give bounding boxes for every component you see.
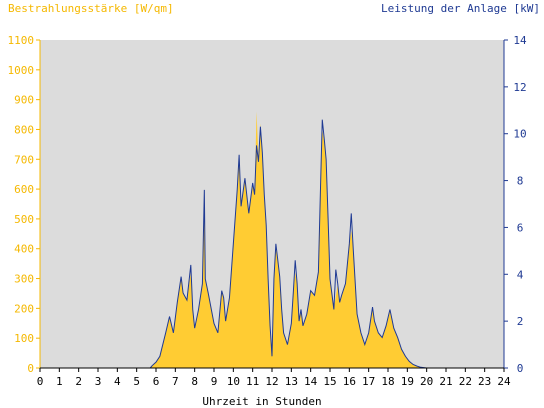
x-tick-label: 22 xyxy=(459,375,472,388)
x-tick-label: 21 xyxy=(439,375,452,388)
left-tick-label: 100 xyxy=(14,332,34,345)
left-tick-label: 500 xyxy=(14,213,34,226)
left-axis: 0 100 200 300 400 500 600 700 800 900 1000 1100 xyxy=(8,34,41,375)
x-tick-label: 24 xyxy=(497,375,511,388)
x-tick-label: 4 xyxy=(114,375,121,388)
x-tick-label: 5 xyxy=(133,375,140,388)
right-tick-label: 4 xyxy=(517,268,524,281)
x-tick-label: 9 xyxy=(211,375,218,388)
x-tick-label: 23 xyxy=(478,375,491,388)
x-tick-label: 15 xyxy=(323,375,336,388)
x-tick-label: 16 xyxy=(343,375,356,388)
right-axis: 0 2 4 6 8 10 12 14 xyxy=(503,34,527,375)
left-tick-label: 0 xyxy=(27,362,34,375)
x-axis: 0 1 2 3 4 5 6 7 8 9 10 11 12 13 14 15 16 17 18 19 20 21 22 23 24 xyxy=(37,367,511,388)
x-tick-label: 17 xyxy=(362,375,375,388)
x-tick-label: 19 xyxy=(401,375,414,388)
x-tick-label: 13 xyxy=(285,375,298,388)
left-tick-label: 900 xyxy=(14,94,34,107)
left-axis-title: Bestrahlungsstärke [W/qm] xyxy=(8,2,174,15)
left-tick-label: 200 xyxy=(14,302,34,315)
right-tick-label: 10 xyxy=(513,128,526,141)
x-tick-label: 18 xyxy=(381,375,394,388)
right-tick-label: 8 xyxy=(517,175,524,188)
right-tick-label: 12 xyxy=(513,81,526,94)
left-tick-label: 1000 xyxy=(8,64,35,77)
x-tick-label: 20 xyxy=(420,375,433,388)
x-tick-label: 8 xyxy=(191,375,198,388)
right-tick-label: 6 xyxy=(517,221,524,234)
x-tick-label: 7 xyxy=(172,375,179,388)
x-tick-label: 10 xyxy=(227,375,240,388)
left-tick-label: 400 xyxy=(14,243,34,256)
plot-area xyxy=(40,40,504,368)
x-tick-label: 12 xyxy=(265,375,278,388)
left-tick-label: 800 xyxy=(14,123,34,136)
x-axis-label: Uhrzeit in Stunden xyxy=(202,395,321,408)
x-tick-label: 1 xyxy=(56,375,63,388)
left-tick-label: 700 xyxy=(14,153,34,166)
x-tick-label: 0 xyxy=(37,375,44,388)
left-tick-label: 600 xyxy=(14,183,34,196)
x-tick-label: 14 xyxy=(304,375,318,388)
x-tick-label: 2 xyxy=(75,375,82,388)
right-tick-label: 2 xyxy=(517,315,524,328)
x-tick-label: 3 xyxy=(95,375,102,388)
right-axis-title: Leistung der Anlage [kW] xyxy=(381,2,540,15)
x-tick-label: 11 xyxy=(246,375,259,388)
left-tick-label: 1100 xyxy=(8,34,35,47)
right-tick-label: 0 xyxy=(517,362,524,375)
x-tick-label: 6 xyxy=(153,375,160,388)
power-line xyxy=(40,119,504,369)
right-tick-label: 14 xyxy=(513,34,527,47)
left-tick-label: 300 xyxy=(14,273,34,286)
